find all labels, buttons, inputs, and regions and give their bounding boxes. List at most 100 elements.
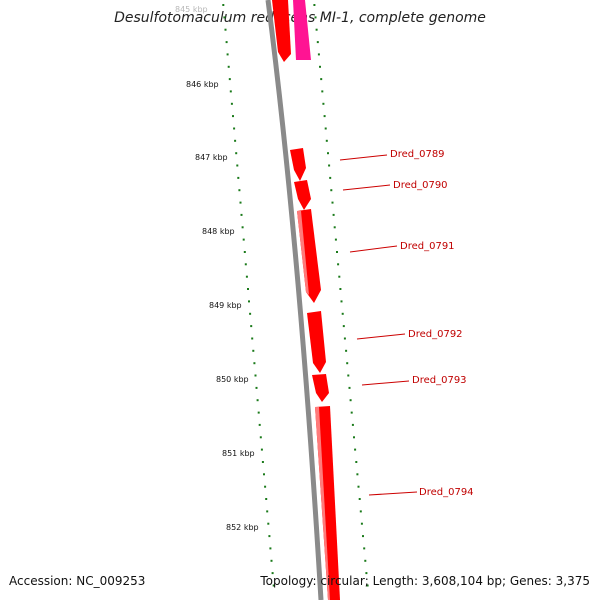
minor-tick (320, 78, 323, 81)
minor-tick (321, 90, 324, 93)
minor-tick (267, 522, 270, 525)
gene-feature[interactable] (312, 374, 329, 402)
minor-tick (232, 115, 234, 118)
gene-feature[interactable] (272, 0, 291, 62)
minor-tick (252, 349, 255, 352)
minor-tick (319, 65, 321, 68)
minor-tick (330, 189, 333, 192)
minor-tick (336, 251, 338, 253)
minor-tick (260, 448, 263, 451)
minor-tick (247, 288, 249, 290)
gene-highlight (297, 211, 309, 295)
minor-tick (258, 423, 261, 426)
minor-tick (338, 275, 341, 278)
minor-tick (226, 53, 229, 56)
gene-feature[interactable] (290, 148, 306, 181)
gene-feature[interactable] (293, 0, 311, 60)
minor-tick (329, 176, 332, 179)
minor-tick (270, 559, 273, 562)
minor-tick (363, 547, 366, 550)
gene-feature[interactable] (307, 311, 326, 373)
gene-label[interactable]: Dred_0791 (400, 241, 455, 252)
minor-tick (269, 547, 272, 550)
minor-tick (342, 325, 345, 328)
minor-tick (259, 436, 262, 439)
minor-tick (225, 41, 228, 44)
scale-label: 847 kbp (195, 153, 228, 162)
topology-text: Topology: circular; Length: 3,608,104 bp… (260, 574, 590, 588)
minor-tick (355, 461, 358, 463)
minor-tick (324, 127, 327, 130)
minor-tick (343, 337, 346, 340)
minor-tick (364, 559, 367, 562)
minor-tick (359, 510, 362, 513)
minor-tick (271, 572, 274, 575)
minor-tick (248, 300, 250, 303)
scale-label: 849 kbp (209, 301, 242, 310)
minor-tick (365, 572, 368, 575)
minor-tick (222, 4, 225, 6)
minor-tick (315, 28, 318, 31)
minor-tick (237, 176, 240, 179)
minor-tick (356, 473, 359, 476)
gene-label[interactable]: Dred_0792 (408, 329, 463, 340)
minor-tick (333, 226, 336, 229)
minor-tick (265, 498, 268, 500)
leader-line (339, 154, 388, 161)
minor-tick (316, 41, 319, 44)
gene-feature[interactable] (294, 180, 311, 210)
minor-tick (346, 362, 349, 365)
minor-tick (245, 275, 248, 278)
inner-tick-ring (222, 4, 275, 587)
minor-tick (235, 152, 238, 155)
gene-label[interactable]: Dred_0790 (393, 180, 448, 191)
scale-label: 845 kbp (175, 5, 208, 14)
minor-tick (227, 65, 230, 68)
minor-tick (230, 102, 233, 105)
minor-tick (331, 201, 334, 204)
minor-tick (244, 263, 247, 266)
scale-labels: 845 kbp 846 kbp 847 kbp 848 kbp 849 kbp … (175, 5, 259, 532)
minor-tick (350, 411, 353, 414)
leader-line (342, 184, 391, 191)
gene-label-leaders (339, 154, 418, 496)
minor-tick (236, 164, 239, 167)
minor-tick (353, 436, 355, 439)
accession-text: Accession: NC_009253 (9, 574, 146, 588)
gene-label[interactable]: Dred_0793 (412, 375, 467, 386)
minor-tick (242, 238, 245, 241)
minor-tick (345, 349, 348, 352)
scale-label: 852 kbp (226, 523, 259, 532)
leader-line (361, 380, 410, 386)
scale-label: 850 kbp (216, 375, 249, 384)
minor-tick (325, 139, 328, 142)
minor-tick (354, 448, 357, 451)
minor-tick (233, 127, 236, 130)
minor-tick (238, 189, 241, 192)
scale-label: 848 kbp (202, 227, 235, 236)
minor-tick (313, 4, 316, 6)
gene-features (272, 0, 340, 600)
minor-tick (241, 226, 244, 229)
minor-tick (334, 238, 337, 241)
gene-label[interactable]: Dred_0789 (390, 149, 445, 160)
minor-tick (257, 411, 260, 414)
minor-tick (327, 152, 329, 155)
minor-tick (314, 16, 317, 19)
minor-tick (272, 584, 275, 587)
minor-tick (264, 485, 267, 488)
minor-tick (348, 386, 351, 389)
gene-labels: Dred_0789 Dred_0790 Dred_0791 Dred_0792 … (390, 149, 474, 498)
genome-backbone (265, 0, 324, 600)
gene-label[interactable]: Dred_0794 (419, 487, 474, 498)
minor-tick (229, 90, 232, 93)
minor-tick (250, 325, 253, 328)
minor-tick (347, 374, 350, 377)
leader-line (349, 245, 398, 253)
outer-tick-ring (313, 4, 369, 587)
minor-tick (323, 115, 326, 118)
minor-tick (239, 201, 242, 204)
minor-tick (255, 386, 258, 389)
minor-tick (341, 312, 344, 315)
